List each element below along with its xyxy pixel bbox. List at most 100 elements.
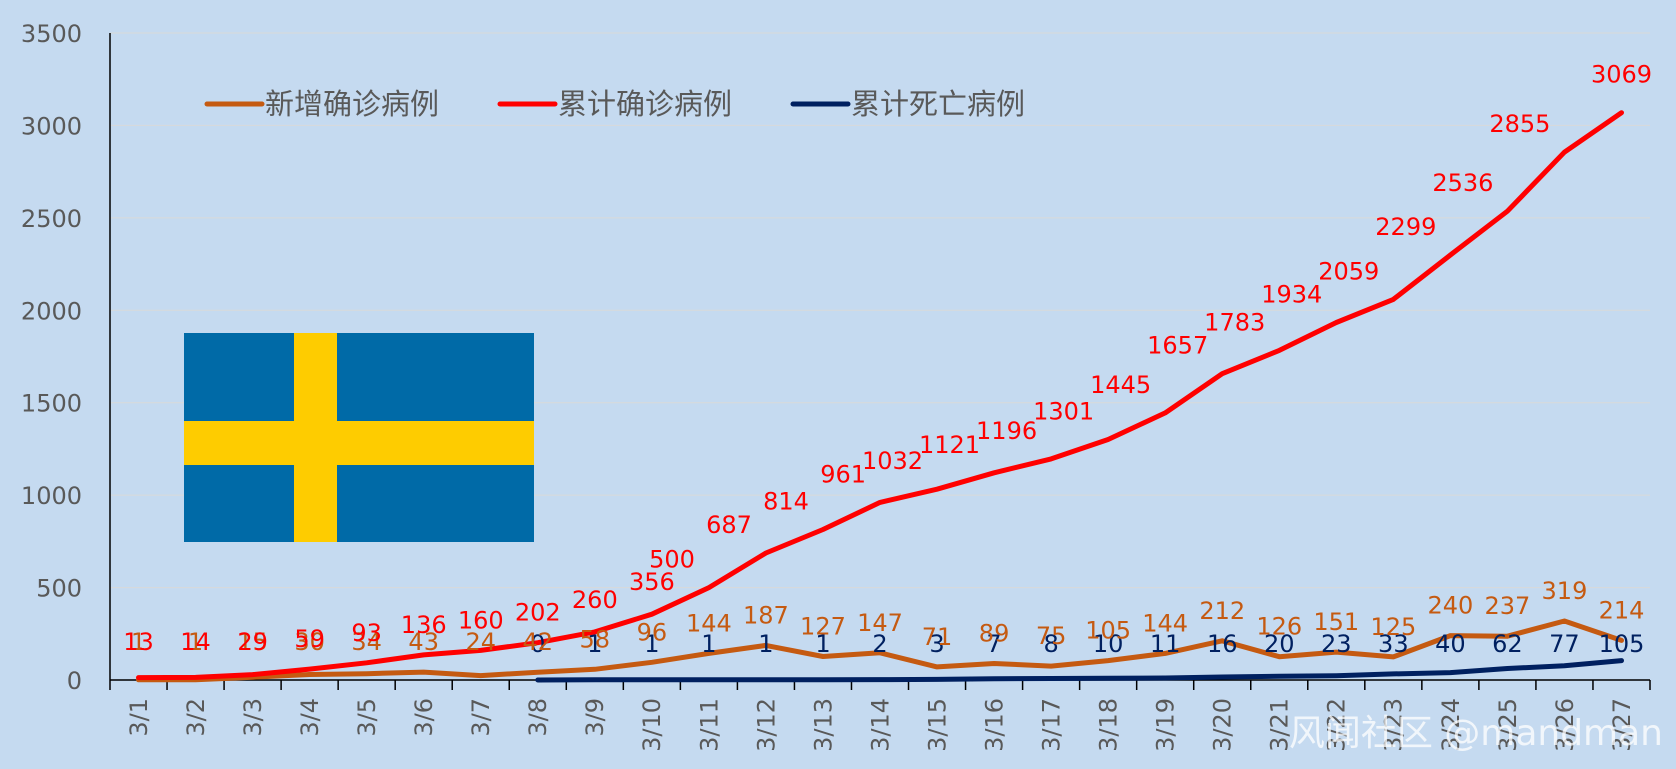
x-tick-label: 3/19 [1152,698,1180,752]
x-tick-label: 3/11 [695,698,723,752]
data-label: 144 [686,609,732,637]
data-label: 1121 [919,431,980,459]
y-tick-label: 3500 [21,20,82,48]
legend-label: 新增确诊病例 [265,87,439,121]
data-label: 15 [237,628,268,656]
data-label: 13 [123,628,154,656]
x-tick-label: 3/5 [353,698,381,737]
data-label: 2299 [1375,213,1436,241]
data-label: 2536 [1432,169,1493,197]
x-tick-label: 3/1 [125,698,153,737]
x-tick-labels: 3/1 3/2 3/3 3/4 3/5 3/6 3/7 3/8 3/9 3/10 3/11 3/12 3… [125,698,1636,752]
data-label: 1 [815,630,830,658]
data-label: 1657 [1147,332,1208,360]
data-label: 105 [1599,630,1645,658]
x-tick-label: 3/17 [1038,698,1066,752]
data-label: 214 [1599,596,1645,624]
data-label: 1 [587,630,602,658]
data-label: 75 [1036,622,1067,650]
legend-label: 累计死亡病例 [851,87,1025,121]
data-label: 23 [1321,630,1352,658]
data-label: 147 [857,609,903,637]
data-label: 58 [580,625,611,653]
x-tick-label: 3/8 [524,698,552,737]
legend: 新增确诊病例 累计确诊病例 累计死亡病例 [204,87,1025,121]
y-tick-label: 2000 [21,297,82,325]
series-lines [136,110,1624,683]
x-tick-label: 3/18 [1095,698,1123,752]
data-label: 62 [1492,630,1523,658]
data-label: 126 [1256,613,1302,641]
x-tick-label: 3/3 [239,698,267,737]
data-label: 77 [1549,630,1580,658]
x-tick-label: 3/7 [467,698,495,737]
x-tick-label: 3/27 [1608,698,1636,752]
data-label: 240 [1427,592,1473,620]
data-label: 961 [820,460,866,488]
data-label: 127 [800,613,846,641]
data-label: 202 [515,599,561,627]
data-label: 3069 [1591,61,1652,89]
data-label: 1934 [1261,280,1322,308]
data-label: 160 [458,606,504,634]
x-tick-label: 3/15 [923,698,951,752]
x-tick-label: 3/10 [638,698,666,752]
watermark: 风闻社区 @mandman [1289,713,1663,754]
data-label: 687 [706,511,752,539]
series-line [136,618,1624,683]
data-label: 10 [1093,630,1124,658]
data-label: 356 [629,568,675,596]
x-tick-label: 3/6 [410,698,438,737]
data-label: 1783 [1204,308,1265,336]
y-tick-label: 1500 [21,390,82,418]
data-label: 93 [351,619,382,647]
data-label: 212 [1199,597,1245,625]
data-label: 42 [523,628,554,656]
data-label: 0 [530,630,545,658]
data-label: 260 [572,586,618,614]
data-label: 14 [180,628,211,656]
data-label: 1196 [976,417,1037,445]
x-tick-label: 3/24 [1437,698,1465,752]
data-label: 125 [1370,613,1416,641]
y-tick-label: 500 [36,575,82,603]
x-tick-label: 3/20 [1209,698,1237,752]
x-tick-label: 3/4 [296,698,324,737]
x-tick-label: 3/12 [752,698,780,752]
data-label: 1 [758,630,773,658]
data-label: 319 [1542,577,1588,605]
data-label: 2855 [1489,110,1550,138]
data-label: 71 [922,623,953,651]
data-label: 2059 [1318,257,1379,285]
data-label: 1 [131,628,146,656]
data-label: 1445 [1090,371,1151,399]
data-label: 2 [872,630,887,658]
data-label: 1 [701,630,716,658]
y-tick-labels: 0 500 1000 1500 2000 2500 3000 3500 [21,20,82,695]
x-tick-label: 3/2 [182,698,210,737]
series-line [136,110,1624,681]
x-tick-label: 3/22 [1323,698,1351,752]
sweden-flag-icon [184,333,534,542]
data-label: 814 [763,488,809,516]
data-label: 500 [649,546,695,574]
data-label: 1032 [862,447,923,475]
data-label: 8 [1043,630,1058,658]
x-tick-label: 3/25 [1494,698,1522,752]
data-label: 187 [743,601,789,629]
x-tick-label: 3/21 [1266,698,1294,752]
data-label: 1 [644,630,659,658]
x-tick-label: 3/14 [866,698,894,752]
data-label: 33 [1378,630,1409,658]
data-label: 7 [986,630,1001,658]
x-tick-label: 3/16 [980,698,1008,752]
data-label: 29 [237,628,268,656]
data-label: 16 [1207,630,1238,658]
data-label: 30 [294,628,325,656]
data-label: 105 [1085,617,1131,645]
data-label: 24 [465,628,496,656]
data-label: 1301 [1033,398,1094,426]
data-label: 40 [1435,630,1466,658]
y-tick-label: 1000 [21,482,82,510]
